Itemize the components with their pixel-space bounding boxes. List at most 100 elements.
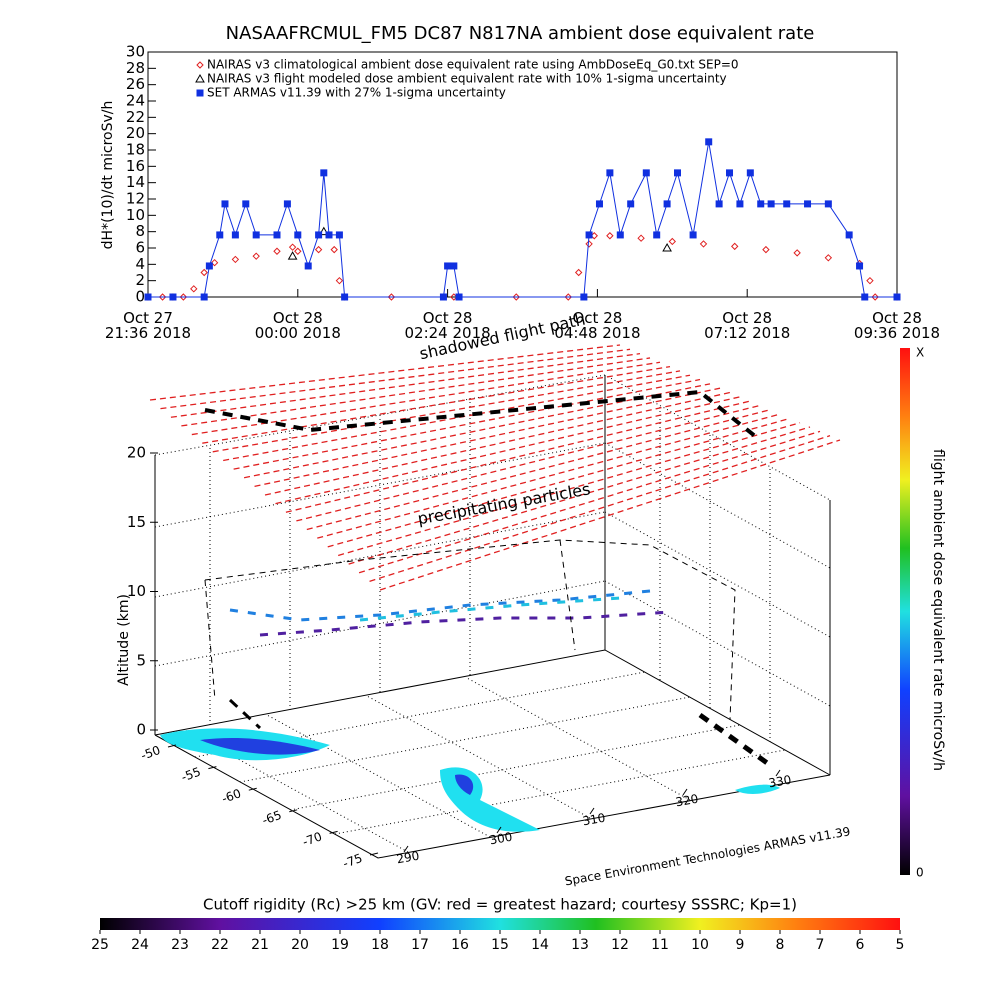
marker [574,268,583,277]
lat-tick [208,766,217,770]
plane-line [327,417,791,548]
marker [726,169,734,177]
colorbar-tick-label: 11 [651,937,669,953]
plane-line [160,348,631,410]
plane-line [358,430,821,574]
marker [252,231,260,239]
y-tick-label: 0 [135,288,145,306]
marker [144,293,152,301]
plane-line [254,387,721,487]
lon-tick [403,845,409,853]
colorbar-tick-label: 14 [531,937,549,953]
plane-line [202,365,671,444]
z-tick-label: 10 [127,582,146,600]
y-tick-label: 14 [126,173,145,191]
lat-tick-label: -55 [179,765,202,785]
marker [195,73,205,83]
annotation: precipitating particles [416,479,592,528]
plane-line [181,357,651,427]
marker [731,242,739,251]
marker [288,243,297,251]
marker [767,200,775,208]
marker [824,254,833,262]
colorbar-tick-label: 20 [291,937,309,953]
marker [283,200,291,208]
marker [662,242,672,252]
lon-tick-label: 310 [581,811,606,829]
lon-tick-label: 320 [674,792,699,810]
z-tick-label: 5 [136,651,146,669]
marker [668,237,677,246]
marker [242,200,250,208]
colorbar-tick-label: 10 [691,937,709,953]
marker [893,293,901,301]
y-tick-label: 28 [126,59,145,77]
plane-line [223,374,691,462]
colorbar-tick-label: 15 [491,937,509,953]
lon-tick [682,788,688,796]
marker [804,200,812,208]
marker [387,293,396,301]
legend-label: SET ARMAS v11.39 with 27% 1-sigma uncert… [207,86,506,100]
lat-tick [369,852,379,856]
marker [736,200,744,208]
z-tick-label: 0 [136,721,146,739]
marker [439,293,447,301]
marker [190,285,198,293]
y-tick-label: 18 [126,141,145,159]
lon-tick [589,807,595,815]
marker [871,293,879,301]
marker [315,231,323,239]
marker [642,169,650,177]
marker [564,293,572,301]
marker [653,231,661,239]
colorbar-max-label: X [916,346,924,360]
plane-line [170,352,641,418]
colorbar-tick-label: 13 [571,937,589,953]
marker [627,200,635,208]
colorbar-title: Cutoff rigidity (Rc) >25 km (GV: red = g… [203,896,797,914]
plane-line [275,396,741,505]
flight-path [204,389,772,768]
z-axis-label: Altitude (km) [116,594,132,686]
series-line [148,141,897,298]
marker [205,262,213,270]
lat-tick-label: -50 [139,743,162,763]
colorbar-tick-label: 7 [816,937,825,953]
marker [318,226,329,236]
marker [856,262,864,270]
lat-tick-label: -70 [301,829,324,849]
marker [746,169,754,177]
marker [335,231,343,239]
lon-tick-label: 330 [767,773,792,791]
marker [252,252,260,260]
marker [663,200,671,208]
colorbar-tick-label: 22 [211,937,229,953]
x-tick-label: Oct 28 02:24 2018 [405,309,491,342]
y-tick-label: 24 [126,92,145,110]
colorbar-right [900,348,910,875]
marker [866,276,874,285]
x-tick-label: Oct 28 07:12 2018 [704,309,790,342]
colorbar-tick-label: 16 [451,937,469,953]
marker [824,200,832,208]
lon-tick [496,826,502,834]
marker [762,245,770,254]
y-tick-label: 30 [126,43,145,61]
colorbar-tick-label: 12 [611,937,629,953]
lat-tick [167,744,177,748]
lon-tick [775,769,781,777]
marker [210,258,219,267]
plane-line [233,378,701,470]
marker [444,262,452,270]
marker [304,262,312,270]
marker [179,293,188,301]
x-tick-label: Oct 28 00:00 2018 [255,309,341,342]
colorbar-tick-label: 5 [896,937,905,953]
colorbar-min-label: 0 [916,866,924,880]
colorbar-tick-label: 23 [171,937,189,953]
marker [196,61,204,69]
marker [512,293,520,301]
y-tick-label: 6 [135,239,145,257]
